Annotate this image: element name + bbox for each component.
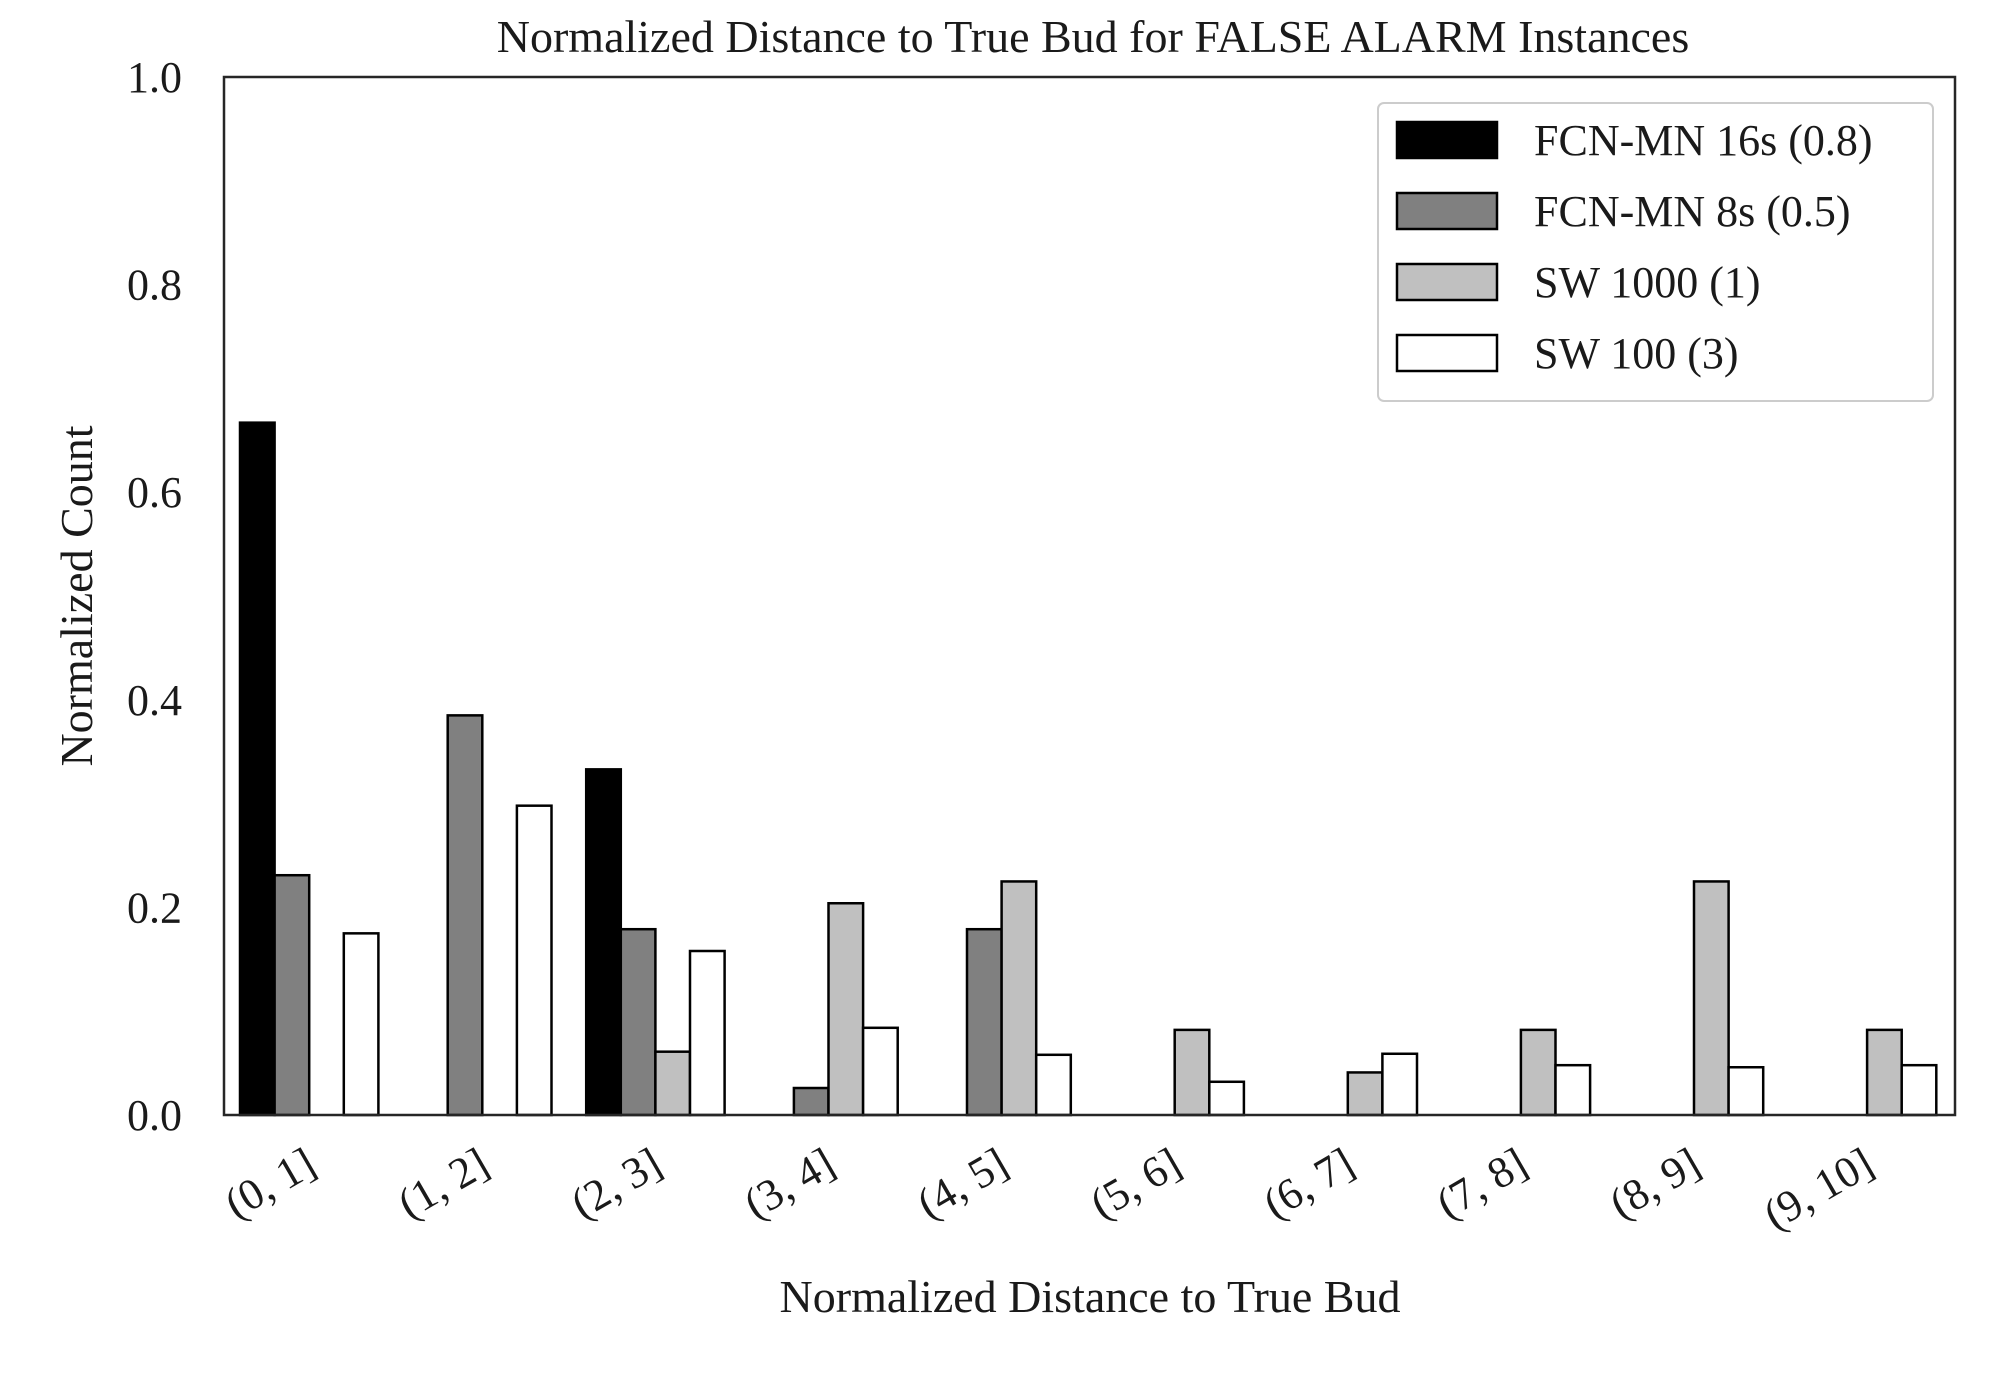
bar-4-5 [1034, 1053, 1073, 1117]
bar-3-9 [1692, 880, 1730, 1117]
legend-swatch [1395, 333, 1499, 373]
bar-3-3 [654, 1050, 692, 1117]
bar-4-6 [1208, 1080, 1246, 1117]
bar-1-3 [584, 768, 623, 1117]
bar-4-3 [688, 949, 726, 1117]
bar-3-4 [827, 902, 865, 1117]
x-tick-label: (3, 4] [736, 1138, 843, 1228]
legend-swatch [1395, 120, 1499, 160]
bar-4-7 [1381, 1052, 1419, 1117]
bar-4-9 [1727, 1066, 1765, 1117]
chart-title: Normalized Distance to True Bud for FALS… [497, 11, 1689, 62]
legend: FCN-MN 16s (0.8) FCN-MN 8s (0.5) SW 1000 (… [1377, 102, 1934, 402]
bar-3-10 [1865, 1028, 1903, 1117]
x-tick-label: (1, 2] [390, 1138, 497, 1228]
y-tick-label: 0.6 [127, 468, 182, 517]
bar-2-5 [965, 927, 1003, 1117]
bar-2-4 [792, 1086, 830, 1117]
x-tick-label: (5, 6] [1082, 1138, 1189, 1228]
y-tick-label: 1.0 [127, 53, 182, 102]
bar-2-1 [273, 873, 311, 1117]
bar-3-6 [1173, 1028, 1211, 1117]
bars-group [238, 421, 1938, 1117]
bar-2-3 [619, 927, 657, 1117]
y-tick-label: 0.0 [127, 1091, 182, 1140]
legend-label: SW 1000 (1) [1534, 258, 1761, 307]
legend-box [1377, 102, 1934, 402]
bar-3-5 [1000, 880, 1038, 1117]
legend-swatch [1395, 262, 1499, 302]
legend-label: FCN-MN 8s (0.5) [1534, 187, 1851, 236]
x-tick-label: (0, 1] [217, 1138, 324, 1228]
x-tick-label: (7, 8] [1428, 1138, 1535, 1228]
legend-label: FCN-MN 16s (0.8) [1534, 116, 1873, 165]
legend-label: SW 100 (3) [1534, 329, 1739, 378]
y-axis-ticks: 0.0 0.2 0.4 0.6 0.8 1.0 [127, 53, 182, 1140]
y-tick-label: 0.4 [127, 676, 182, 725]
bar-4-4 [861, 1026, 899, 1117]
bar-2-2 [446, 714, 484, 1117]
bar-3-7 [1346, 1071, 1384, 1117]
y-axis-label: Normalized Count [51, 425, 102, 766]
bar-4-1 [342, 932, 380, 1117]
x-axis-label: Normalized Distance to True Bud [780, 1271, 1401, 1322]
bar-4-10 [1900, 1063, 1938, 1117]
x-tick-label: (2, 3] [563, 1138, 670, 1228]
legend-swatch [1395, 191, 1499, 231]
bar-4-2 [515, 804, 553, 1117]
bar-4-8 [1554, 1063, 1592, 1117]
bar-1-1 [238, 421, 276, 1117]
y-tick-label: 0.2 [127, 883, 182, 932]
bar-3-8 [1519, 1028, 1557, 1117]
x-tick-label: (4, 5] [909, 1138, 1016, 1228]
x-axis-ticks: (0, 1] (1, 2] (2, 3] (3, 4] (4, 5] (5, 6] (6, … [217, 1138, 1882, 1239]
plot-frame [222, 75, 1957, 1117]
x-tick-label: (9, 10] [1755, 1138, 1881, 1239]
x-tick-label: (8, 9] [1601, 1138, 1708, 1228]
x-tick-label: (6, 7] [1255, 1138, 1362, 1228]
y-tick-label: 0.8 [127, 261, 182, 310]
